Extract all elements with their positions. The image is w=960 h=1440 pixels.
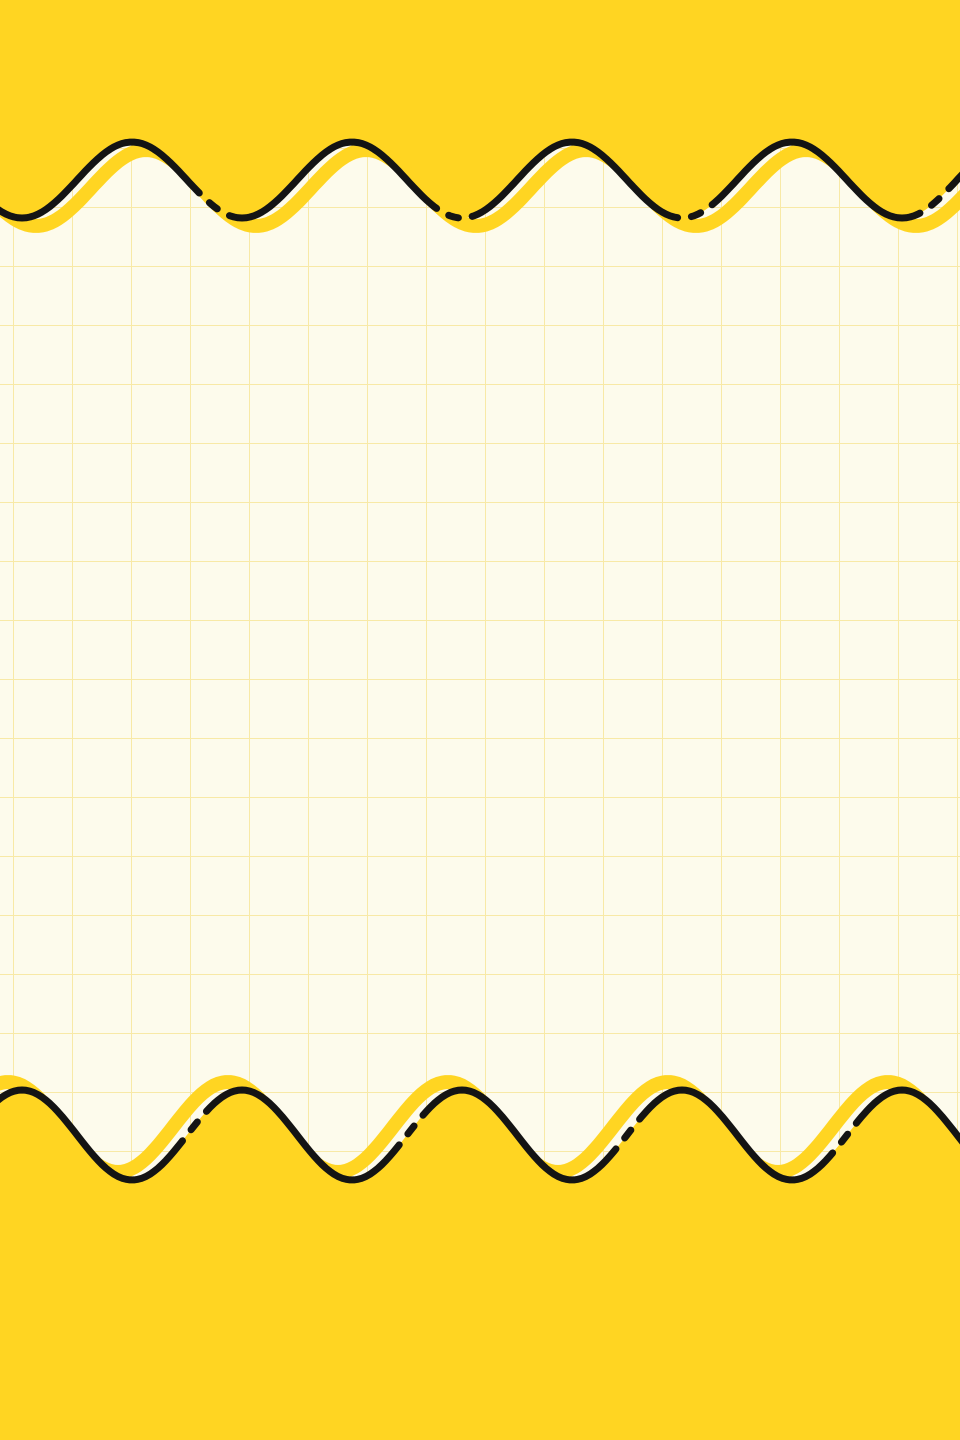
top-wave-outline <box>0 138 960 222</box>
wave-borders <box>0 138 960 1184</box>
bottom-wave-outline <box>0 1086 960 1184</box>
